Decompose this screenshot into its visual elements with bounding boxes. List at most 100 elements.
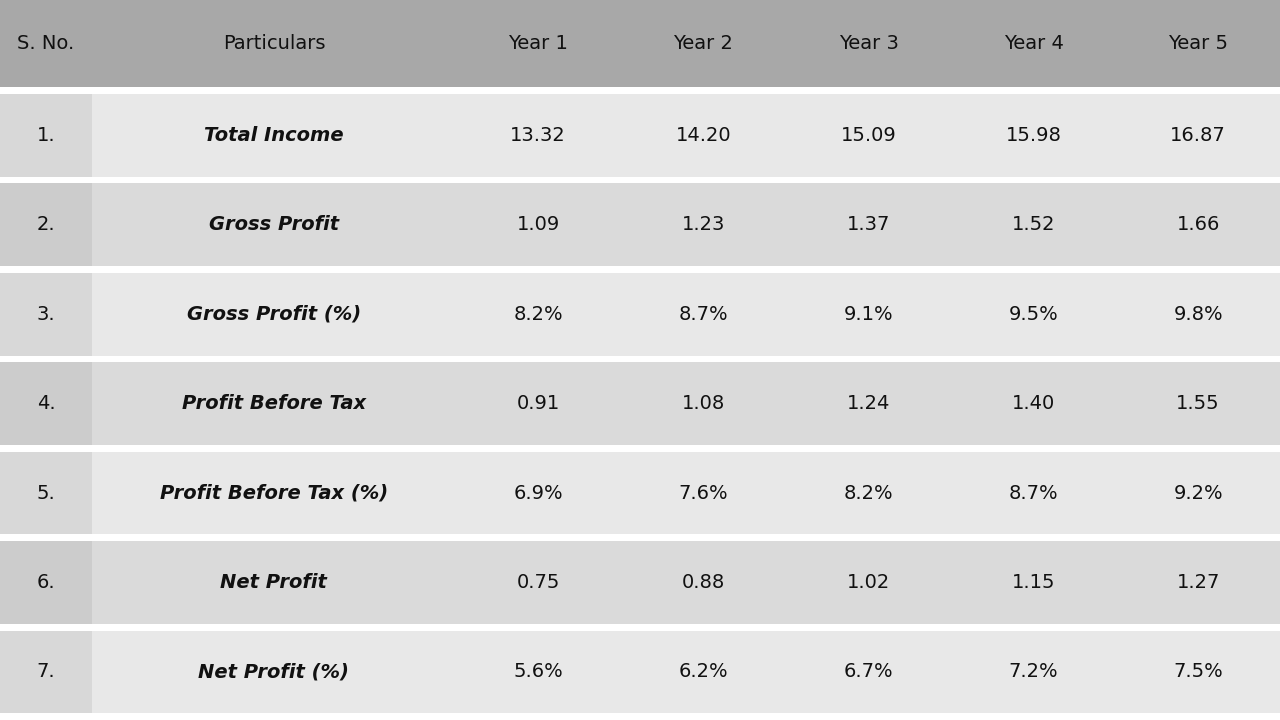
Bar (0, 184, 92, 266)
Text: 9.8%: 9.8% (1174, 305, 1222, 324)
Bar (1116, 94, 1280, 176)
Text: 15.98: 15.98 (1006, 126, 1061, 145)
Bar (0, 356, 1280, 362)
Text: 8.7%: 8.7% (678, 305, 728, 324)
Text: 3.: 3. (37, 305, 55, 324)
Bar (0, 176, 1280, 184)
Text: Year 5: Year 5 (1169, 34, 1228, 53)
Text: 7.6%: 7.6% (678, 484, 728, 503)
Bar (951, 631, 1116, 714)
Bar (0, 714, 1280, 720)
Bar (786, 451, 951, 534)
Bar (786, 184, 951, 266)
Text: 15.09: 15.09 (841, 126, 896, 145)
Text: 8.7%: 8.7% (1009, 484, 1059, 503)
Text: Gross Profit (%): Gross Profit (%) (187, 305, 361, 324)
Text: 1.24: 1.24 (847, 394, 890, 413)
Bar (621, 184, 786, 266)
Bar (1116, 631, 1280, 714)
Bar (621, 451, 786, 534)
Bar (92, 631, 456, 714)
Bar (621, 631, 786, 714)
Text: 1.23: 1.23 (682, 215, 724, 234)
Bar (92, 94, 456, 176)
Text: 9.1%: 9.1% (844, 305, 893, 324)
Text: 5.6%: 5.6% (513, 662, 563, 681)
Text: 6.2%: 6.2% (678, 662, 728, 681)
Text: Year 2: Year 2 (673, 34, 733, 53)
Bar (951, 273, 1116, 356)
Bar (456, 451, 621, 534)
Bar (456, 631, 621, 714)
Bar (621, 362, 786, 445)
Text: 2.: 2. (37, 215, 55, 234)
Bar (786, 273, 951, 356)
Bar (0, 266, 1280, 273)
Bar (786, 94, 951, 176)
Text: 0.91: 0.91 (517, 394, 559, 413)
Bar (92, 0, 456, 87)
Bar (786, 631, 951, 714)
Bar (951, 541, 1116, 624)
Text: Net Profit: Net Profit (220, 573, 328, 592)
Text: 6.9%: 6.9% (513, 484, 563, 503)
Text: 7.: 7. (37, 662, 55, 681)
Bar (621, 541, 786, 624)
Bar (786, 0, 951, 87)
Bar (0, 624, 1280, 631)
Bar (0, 87, 1280, 94)
Text: 1.55: 1.55 (1176, 394, 1220, 413)
Bar (0, 451, 92, 534)
Bar (0, 94, 92, 176)
Bar (0, 362, 92, 445)
Text: 1.15: 1.15 (1012, 573, 1055, 592)
Bar (456, 362, 621, 445)
Text: 1.66: 1.66 (1176, 215, 1220, 234)
Text: Total Income: Total Income (204, 126, 344, 145)
Text: 7.2%: 7.2% (1009, 662, 1059, 681)
Bar (456, 273, 621, 356)
Text: Gross Profit: Gross Profit (209, 215, 339, 234)
Text: 1.27: 1.27 (1176, 573, 1220, 592)
Text: 0.75: 0.75 (517, 573, 559, 592)
Bar (456, 0, 621, 87)
Text: S. No.: S. No. (18, 34, 74, 53)
Text: Profit Before Tax (%): Profit Before Tax (%) (160, 484, 388, 503)
Bar (92, 362, 456, 445)
Bar (786, 362, 951, 445)
Text: 1.02: 1.02 (847, 573, 890, 592)
Bar (786, 541, 951, 624)
Text: 1.52: 1.52 (1012, 215, 1055, 234)
Text: 0.88: 0.88 (682, 573, 724, 592)
Bar (0, 541, 92, 624)
Text: 1.37: 1.37 (847, 215, 890, 234)
Bar (1116, 451, 1280, 534)
Bar (456, 94, 621, 176)
Text: 1.09: 1.09 (517, 215, 559, 234)
Bar (0, 273, 92, 356)
Text: Particulars: Particulars (223, 34, 325, 53)
Bar (951, 451, 1116, 534)
Bar (92, 451, 456, 534)
Text: 7.5%: 7.5% (1174, 662, 1222, 681)
Text: 1.40: 1.40 (1012, 394, 1055, 413)
Text: 9.2%: 9.2% (1174, 484, 1222, 503)
Text: 5.: 5. (37, 484, 55, 503)
Bar (456, 184, 621, 266)
Text: 4.: 4. (37, 394, 55, 413)
Bar (1116, 184, 1280, 266)
Text: 8.2%: 8.2% (513, 305, 563, 324)
Text: 9.5%: 9.5% (1009, 305, 1059, 324)
Bar (1116, 541, 1280, 624)
Bar (951, 184, 1116, 266)
Bar (0, 534, 1280, 541)
Text: Profit Before Tax: Profit Before Tax (182, 394, 366, 413)
Text: Year 1: Year 1 (508, 34, 568, 53)
Bar (92, 184, 456, 266)
Text: Year 4: Year 4 (1004, 34, 1064, 53)
Bar (621, 94, 786, 176)
Text: 1.: 1. (37, 126, 55, 145)
Bar (456, 541, 621, 624)
Bar (92, 273, 456, 356)
Bar (1116, 273, 1280, 356)
